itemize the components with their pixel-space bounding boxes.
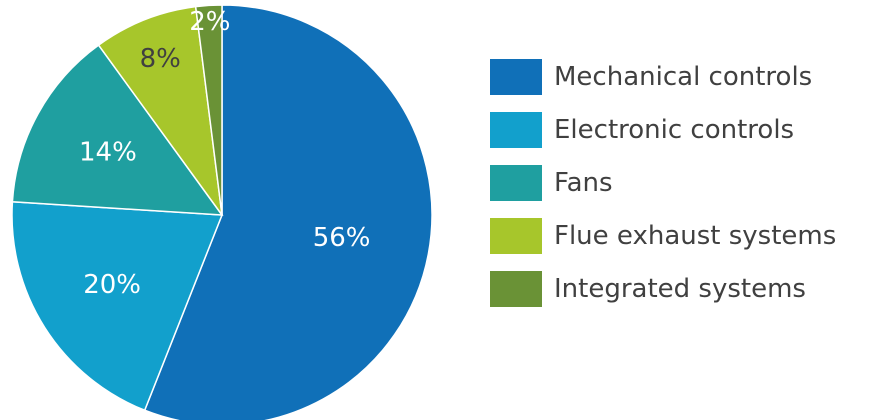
legend-item: Integrated systems [490, 262, 879, 315]
legend-label: Electronic controls [554, 114, 795, 145]
slice-value-label: 20% [83, 270, 141, 300]
legend-label: Mechanical controls [554, 61, 813, 92]
pie-slice [11, 44, 224, 216]
slice-value-label: 14% [79, 137, 137, 167]
pie-slice [97, 5, 223, 216]
legend-item: Fans [490, 156, 879, 209]
pie-slice [143, 4, 433, 420]
pie-slice [194, 4, 223, 216]
pie-slice [11, 201, 224, 412]
legend-swatch [490, 58, 542, 95]
pie-slices [11, 4, 433, 420]
legend-item: Mechanical controls [490, 50, 879, 103]
legend-item: Electronic controls [490, 103, 879, 156]
slice-value-label: 2% [189, 7, 230, 37]
legend-label: Integrated systems [554, 273, 806, 304]
legend-label: Fans [554, 167, 613, 198]
legend-swatch [490, 164, 542, 201]
legend-label: Flue exhaust systems [554, 220, 837, 251]
legend: Mechanical controls Electronic controls … [490, 50, 879, 315]
slice-value-label: 56% [313, 223, 371, 253]
legend-item: Flue exhaust systems [490, 209, 879, 262]
slice-labels: 56% 20% 14% 8% 2% [79, 7, 370, 300]
slice-value-label: 8% [140, 44, 181, 74]
legend-swatch [490, 270, 542, 307]
legend-swatch [490, 111, 542, 148]
legend-swatch [490, 217, 542, 254]
